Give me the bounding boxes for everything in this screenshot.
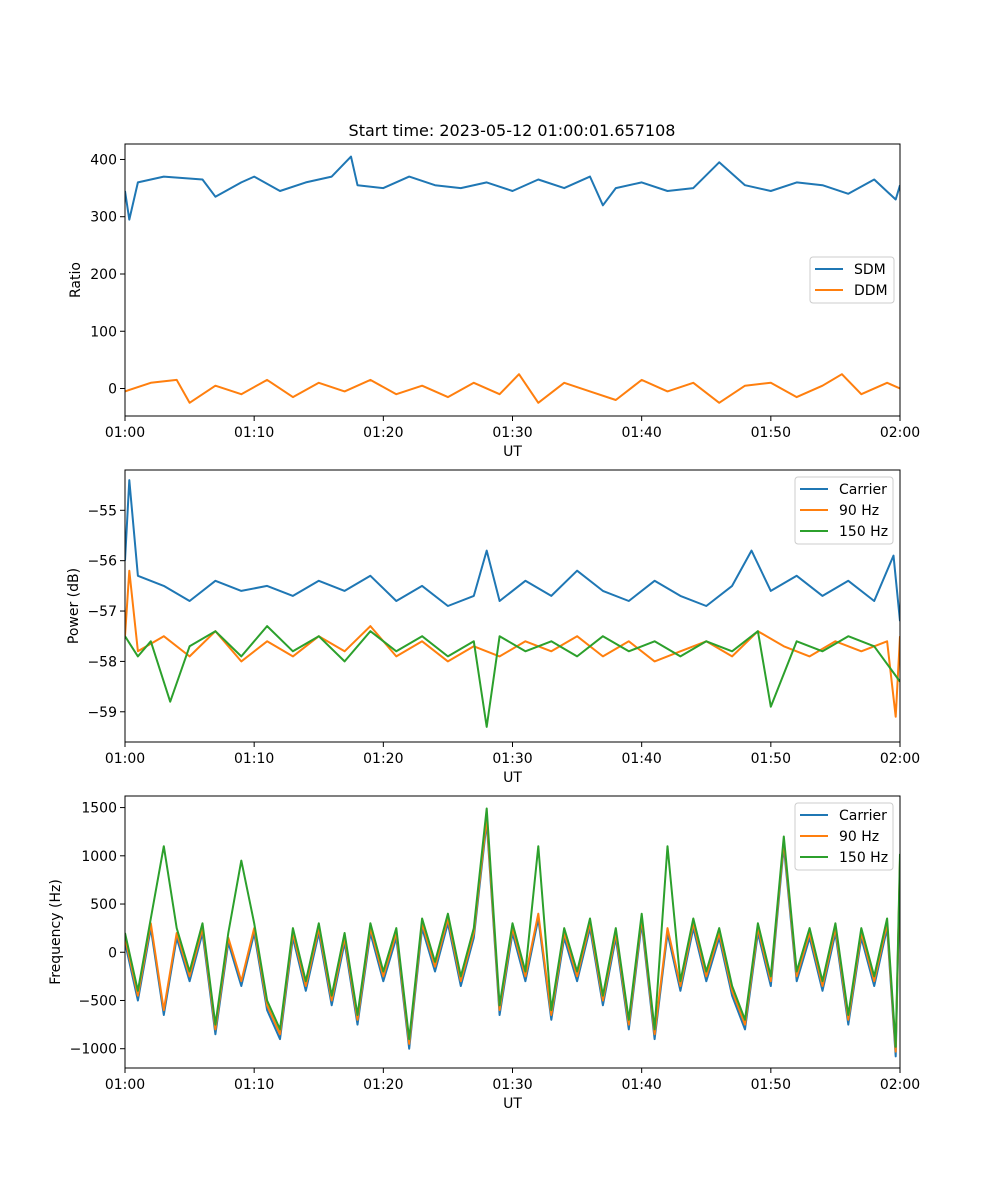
x-tick-label: 01:30: [492, 751, 532, 767]
y-tick-label: −57: [87, 604, 117, 620]
series-line-90-hz: [125, 569, 900, 718]
frequency-panel: 01:00 01:10 01:20 01:30 01:40 01:50 02:00 −1000…: [48, 795, 920, 1112]
x-tick-label: 01:10: [234, 425, 274, 441]
series-line-carrier: [125, 479, 900, 622]
x-tick-label: 01:20: [363, 425, 403, 441]
y-tick-label: 100: [90, 324, 117, 340]
legend: Carrier 90 Hz 150 Hz: [794, 476, 894, 545]
series-line-ddm: [125, 373, 900, 404]
legend-label: DDM: [854, 283, 888, 299]
x-axis-label: UT: [503, 770, 522, 786]
series-line-sdm: [125, 155, 900, 221]
x-tick-label: 01:10: [234, 1077, 274, 1093]
x-axis-label: UT: [503, 1096, 522, 1112]
y-tick-label: 1000: [81, 849, 117, 865]
y-tick-label: −55: [87, 503, 117, 519]
series-line-150-hz: [125, 625, 900, 728]
y-axis-label: Frequency (Hz): [48, 879, 64, 985]
y-tick-label: 0: [108, 382, 117, 398]
y-tick-label: 0: [108, 945, 117, 961]
x-tick-label: 02:00: [880, 425, 920, 441]
y-tick-label: 1500: [81, 801, 117, 817]
y-tick-label: −500: [79, 993, 117, 1009]
y-tick-label: −1000: [70, 1042, 117, 1058]
x-tick-label: 01:00: [105, 1077, 145, 1093]
x-tick-label: 01:30: [492, 1077, 532, 1093]
legend-box: [794, 802, 894, 871]
legend-label: 90 Hz: [839, 829, 879, 845]
x-tick-label: 01:40: [621, 751, 661, 767]
legend-label: SDM: [854, 262, 886, 278]
x-tick-label: 01:20: [363, 751, 403, 767]
power-panel: 01:00 01:10 01:20 01:30 01:40 01:50 02:00 −59 −5…: [66, 469, 920, 786]
legend: SDM DDM: [809, 256, 895, 304]
x-tick-label: 01:20: [363, 1077, 403, 1093]
y-tick-label: −59: [87, 705, 117, 721]
x-tick-label: 01:00: [105, 751, 145, 767]
x-tick-label: 01:10: [234, 751, 274, 767]
y-tick-label: −58: [87, 654, 117, 670]
ratio-panel: 01:00 01:10 01:20 01:30 01:40 01:50 02:00 0 100 2…: [68, 143, 920, 460]
legend-label: Carrier: [839, 482, 887, 498]
legend-label: 150 Hz: [839, 850, 888, 866]
x-tick-label: 02:00: [880, 1077, 920, 1093]
y-tick-label: 400: [90, 152, 117, 168]
x-tick-label: 01:50: [751, 751, 791, 767]
figure-title: Start time: 2023-05-12 01:00:01.657108: [349, 121, 676, 140]
legend-label: 90 Hz: [839, 503, 879, 519]
x-tick-label: 02:00: [880, 751, 920, 767]
x-tick-label: 01:50: [751, 1077, 791, 1093]
legend: Carrier 90 Hz 150 Hz: [794, 802, 894, 871]
x-tick-label: 01:50: [751, 425, 791, 441]
legend-label: 150 Hz: [839, 524, 888, 540]
x-axis-label: UT: [503, 444, 522, 460]
y-tick-label: 200: [90, 267, 117, 283]
x-tick-label: 01:30: [492, 425, 532, 441]
y-axis-label: Power (dB): [66, 568, 82, 644]
x-tick-label: 01:00: [105, 425, 145, 441]
legend-box: [794, 476, 894, 545]
y-tick-label: 300: [90, 210, 117, 226]
y-tick-label: −56: [87, 554, 117, 570]
x-tick-label: 01:40: [621, 1077, 661, 1093]
y-axis-label: Ratio: [68, 262, 84, 298]
x-tick-label: 01:40: [621, 425, 661, 441]
series-line-150-hz: [125, 807, 900, 1048]
y-tick-label: 500: [90, 897, 117, 913]
legend-label: Carrier: [839, 808, 887, 824]
